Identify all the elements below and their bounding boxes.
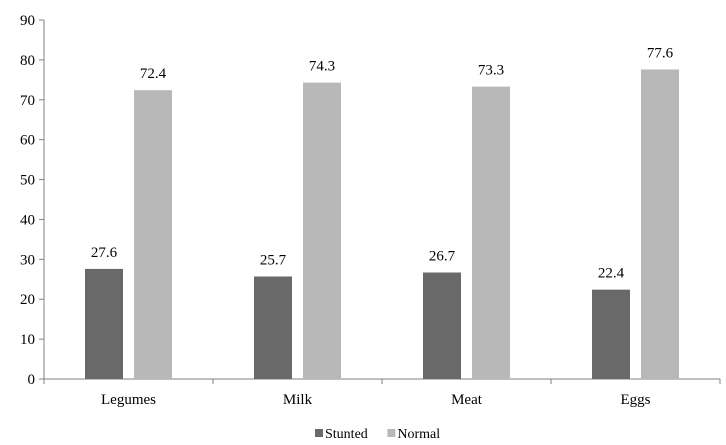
data-label: 22.4 [598,266,625,282]
y-tick-label: 10 [20,332,35,348]
y-tick-label: 50 [20,173,35,189]
y-tick-label: 60 [20,133,35,149]
y-tick-label: 0 [28,372,36,388]
bar-stunted [85,268,123,379]
bars [85,69,679,380]
y-tick-label: 70 [20,93,35,109]
data-label: 25.7 [260,252,287,268]
legend-swatch-normal [387,429,396,437]
bar-normal [134,90,172,380]
y-tick-label: 40 [20,212,35,228]
labels: 27.6 72.4 25.7 74.3 26.7 73.3 22.4 77.6 [91,45,674,281]
legend-label-normal: Normal [397,427,440,442]
data-label: 27.6 [91,245,118,261]
legend-swatch-stunted [315,429,323,437]
data-label: 72.4 [140,66,167,82]
x-tick-label: Meat [451,392,483,408]
x-tick-label: Eggs [621,392,651,408]
bar-stunted [423,272,461,379]
legend: Stunted Normal [315,427,440,442]
data-label: 26.7 [429,248,456,264]
x-tick-label: Legumes [101,392,156,408]
data-label: 74.3 [309,59,335,75]
bar-normal [641,69,679,379]
bar-normal [472,86,510,379]
y-tick-label: 30 [20,252,35,268]
axes: 0 10 20 30 40 50 60 70 80 90 Legumes Milk Meat Eggs [20,13,721,408]
data-label: 73.3 [478,63,504,79]
y-tick-label: 80 [20,53,35,69]
bar-normal [303,82,341,380]
x-tick-label: Milk [283,392,313,408]
y-tick-label: 20 [20,292,35,308]
data-label: 77.6 [647,45,674,61]
legend-label-stunted: Stunted [325,427,368,442]
y-tick-label: 90 [20,13,35,29]
bar-stunted [592,289,630,379]
bar-stunted [254,276,292,379]
